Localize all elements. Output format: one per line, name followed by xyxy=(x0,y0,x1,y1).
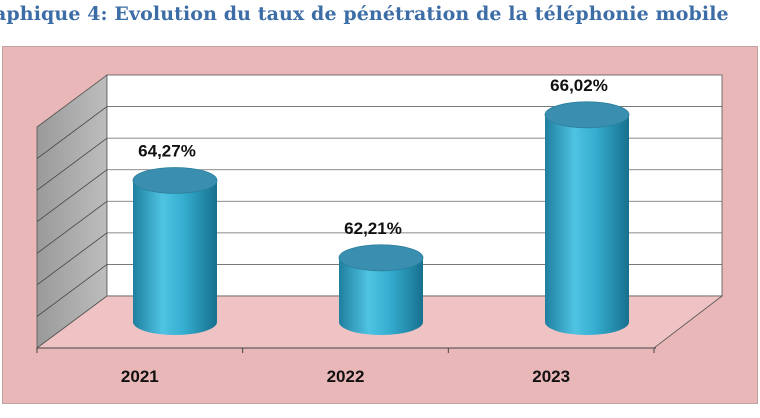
x-tick-label: 2022 xyxy=(327,367,365,386)
x-tick-label: 2021 xyxy=(121,367,159,386)
gridline-side xyxy=(36,264,108,317)
bar xyxy=(545,114,629,335)
data-label: 66,02% xyxy=(550,76,608,95)
bar xyxy=(133,180,218,335)
gridline-side xyxy=(36,106,108,159)
gridline-side xyxy=(36,169,108,223)
bar-top xyxy=(544,101,630,129)
bar-top xyxy=(132,167,218,194)
bar-top xyxy=(338,244,424,272)
bar xyxy=(339,257,423,335)
chart-title: aphique 4: Evolution du taux de pénétrat… xyxy=(0,3,729,25)
gridline-side xyxy=(36,232,108,286)
x-tick-label: 2023 xyxy=(532,367,570,386)
data-label: 62,21% xyxy=(344,219,402,238)
data-label: 64,27% xyxy=(138,141,196,160)
gridline-side xyxy=(36,200,108,254)
gridline-side xyxy=(36,137,108,191)
